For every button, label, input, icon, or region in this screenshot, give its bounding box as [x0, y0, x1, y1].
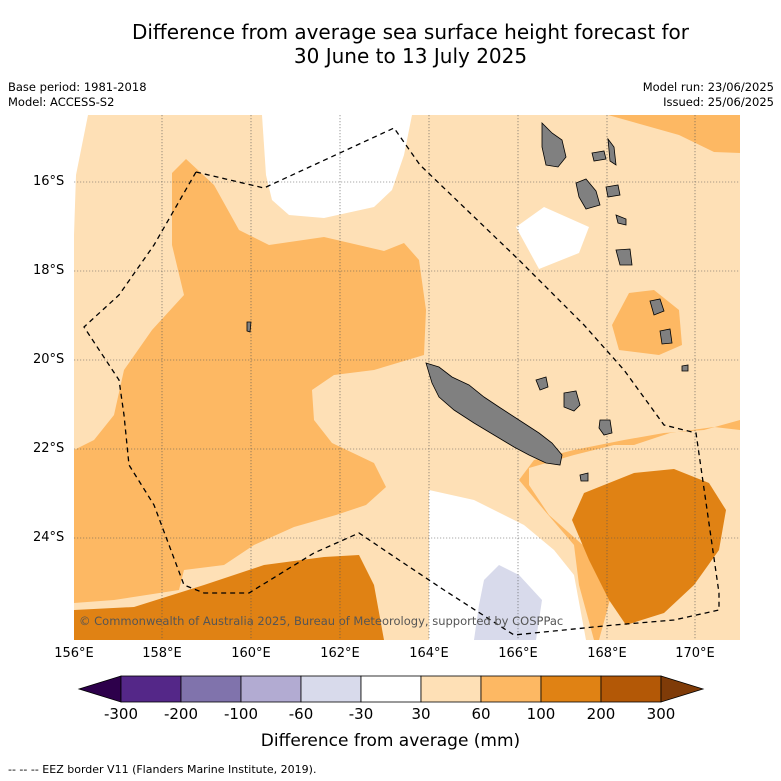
anomaly-60-100-zone [74, 159, 740, 640]
lat-label-22s: 22°S [33, 441, 65, 456]
colorbar-tick: 200 [586, 705, 616, 723]
colorbar-extend-high [660, 675, 705, 703]
lon-label-166e: 166°E [498, 646, 538, 661]
colorbar-tick: 100 [526, 705, 556, 723]
colorbar-bin [300, 675, 362, 703]
anomaly-60-100-zone [608, 115, 740, 153]
island [563, 390, 581, 412]
colorbar-tick: -200 [163, 705, 199, 723]
sea-surface-height-map [74, 115, 740, 640]
island [649, 298, 665, 316]
island [659, 328, 673, 345]
lon-label-164e: 164°E [409, 646, 449, 661]
colorbar-bin [540, 675, 602, 703]
island [615, 214, 627, 226]
map-title-line2: 30 June to 13 July 2025 [293, 44, 528, 68]
copyright-text: © Commonwealth of Australia 2025, Bureau… [79, 614, 564, 628]
island [579, 472, 589, 482]
lon-label-156e: 156°E [54, 646, 94, 661]
colorbar-tick: -300 [103, 705, 139, 723]
anomaly-neutral-zone [74, 115, 88, 235]
colorbar-bin [240, 675, 302, 703]
colorbar-bin [480, 675, 542, 703]
lon-label-168e: 168°E [587, 646, 627, 661]
island [535, 376, 549, 391]
eez-border [83, 127, 720, 636]
colorbar [77, 675, 705, 703]
anomaly-neutral-zone [262, 115, 412, 218]
colorbar-tick: 30 [411, 705, 431, 723]
colorbar-tick: -30 [348, 705, 374, 723]
island [591, 150, 607, 162]
colorbar-bin [420, 675, 482, 703]
island [607, 137, 617, 166]
island [541, 122, 567, 168]
island [246, 321, 252, 333]
colorbar-bin [120, 675, 182, 703]
colorbar-tick: 300 [646, 705, 676, 723]
island [615, 248, 633, 266]
lat-label-16s: 16°S [33, 174, 65, 189]
anomaly-100-200-zone [572, 469, 726, 625]
model-run-text: Model run: 23/06/2025 [642, 80, 774, 94]
land [246, 122, 689, 482]
lat-label-24s: 24°S [33, 530, 65, 545]
anomaly-minus60-minus30-zone [474, 565, 542, 640]
lon-label-162e: 162°E [320, 646, 360, 661]
base-period-text: Base period: 1981-2018 [8, 80, 147, 94]
lon-label-170e: 170°E [675, 646, 715, 661]
colorbar-tick: 60 [471, 705, 491, 723]
colorbar-extend-low [77, 675, 122, 703]
island [598, 419, 613, 436]
map-title-line1: Difference from average sea surface heig… [131, 20, 690, 44]
colorbar-tick: -100 [223, 705, 259, 723]
lon-label-158e: 158°E [142, 646, 182, 661]
graticule [74, 115, 740, 640]
lat-label-18s: 18°S [33, 263, 65, 278]
new-caledonia-island [425, 362, 563, 466]
anomaly-neutral-zone [516, 207, 589, 269]
issued-text: Issued: 25/06/2025 [663, 95, 774, 109]
colorbar-bin [600, 675, 662, 703]
lat-label-20s: 20°S [33, 352, 65, 367]
colorbar-bin [360, 675, 422, 703]
anomaly-100-200-zone [74, 555, 384, 640]
eez-footnote: -- -- -- EEZ border V11 (Flanders Marine… [8, 763, 317, 776]
island [605, 184, 621, 198]
colorbar-tick: -60 [288, 705, 314, 723]
model-text: Model: ACCESS-S2 [8, 95, 115, 109]
island [681, 364, 689, 372]
lon-label-160e: 160°E [231, 646, 271, 661]
colorbar-bin [180, 675, 242, 703]
colorbar-label: Difference from average (mm) [260, 731, 521, 751]
anomaly-neutral-zone [429, 490, 586, 640]
island [575, 178, 601, 210]
